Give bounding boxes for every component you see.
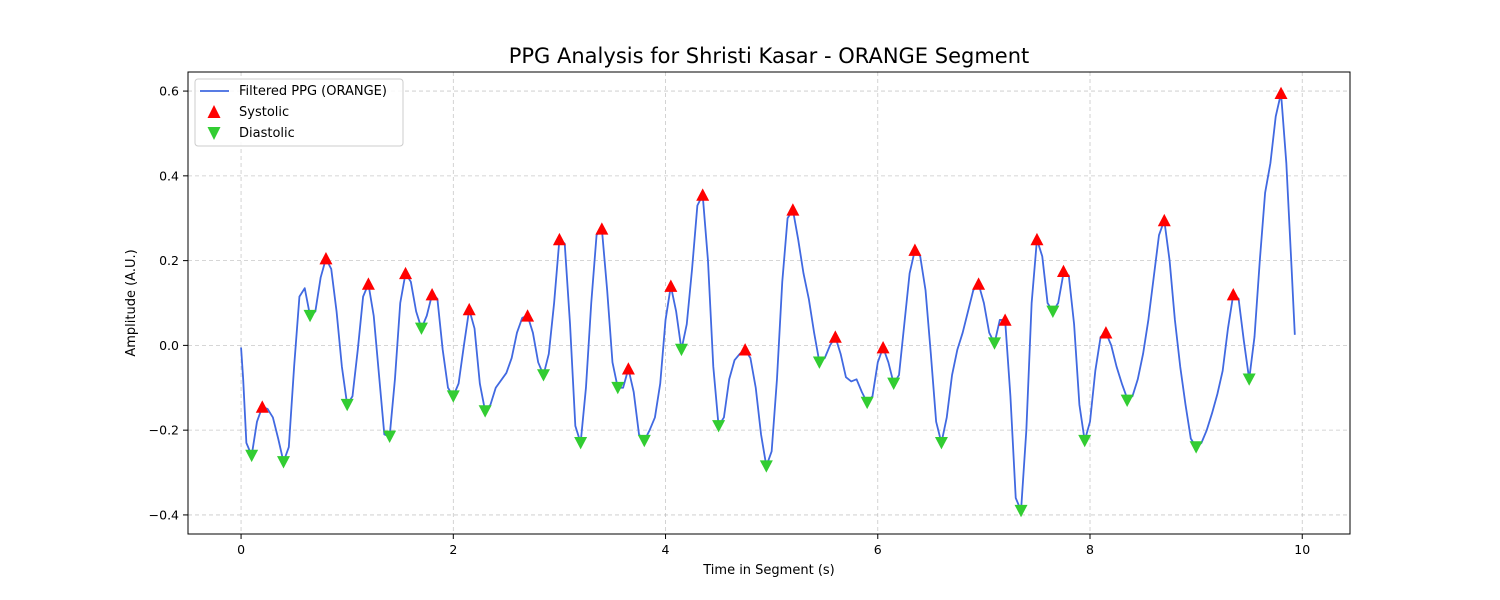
ppg-signal-line — [240, 92, 1296, 512]
diastolic-marker — [812, 356, 826, 369]
systolic-marker — [399, 266, 413, 280]
systolic-marker — [552, 232, 566, 246]
systolic-marker — [319, 251, 333, 265]
y-axis-label: Amplitude (A.U.) — [124, 249, 139, 356]
x-tick-label: 10 — [1294, 542, 1310, 557]
chart-title: PPG Analysis for Shristi Kasar - ORANGE … — [509, 44, 1030, 68]
systolic-marker — [876, 341, 890, 354]
legend-label-diastolic: Diastolic — [239, 126, 295, 141]
diastolic-marker — [1046, 305, 1060, 318]
diastolic-marker — [245, 449, 259, 463]
x-tick-label: 6 — [874, 542, 882, 557]
legend-diastolic-marker — [207, 127, 221, 140]
y-tick-label: 0.2 — [159, 253, 179, 268]
diastolic-marker — [574, 437, 588, 450]
diastolic-marker — [1014, 504, 1028, 518]
y-tick-label: 0.4 — [159, 168, 179, 183]
legend-label-systolic: Systolic — [239, 105, 289, 120]
systolic-marker — [696, 188, 710, 201]
y-tick-label: 0.6 — [159, 84, 179, 99]
systolic-marker — [521, 309, 535, 322]
diastolic-marker — [637, 434, 651, 448]
systolic-marker — [786, 203, 800, 216]
diastolic-marker — [340, 398, 354, 412]
y-tick-label: 0.0 — [159, 338, 179, 353]
systolic-marker — [1099, 326, 1113, 339]
systolic-marker — [1056, 264, 1070, 278]
systolic-marker — [1030, 232, 1044, 246]
x-tick-label: 8 — [1086, 542, 1094, 557]
systolic-marker — [664, 279, 678, 292]
series-layer — [240, 86, 1296, 518]
grid — [188, 72, 1350, 534]
x-axis: 0 2 4 6 8 10 — [237, 534, 1310, 557]
diastolic-marker — [674, 343, 688, 357]
diastolic-marker — [887, 377, 901, 391]
systolic-marker — [462, 302, 476, 316]
diastolic-marker — [446, 390, 460, 403]
diastolic-marker — [988, 337, 1002, 350]
systolic-marker — [828, 330, 842, 343]
x-tick-label: 2 — [449, 542, 457, 557]
diastolic-marker — [1120, 394, 1134, 407]
diastolic-marker — [383, 430, 397, 444]
diastolic-marker — [1242, 373, 1256, 386]
x-tick-label: 4 — [662, 542, 670, 557]
legend-label-ppg: Filtered PPG (ORANGE) — [239, 84, 387, 99]
systolic-marker — [621, 362, 635, 375]
systolic-marker — [738, 343, 752, 356]
diastolic-marker — [303, 309, 317, 323]
systolic-marker — [425, 288, 439, 301]
x-tick-label: 0 — [237, 542, 245, 557]
x-axis-label: Time in Segment (s) — [702, 563, 834, 578]
diastolic-marker — [611, 381, 625, 395]
systolic-marker — [595, 222, 609, 235]
diastolic-marker — [712, 420, 726, 433]
diastolic-marker — [536, 369, 550, 382]
diastolic-marker — [934, 437, 948, 450]
systolic-marker — [1157, 213, 1171, 227]
systolic-marker — [998, 313, 1012, 326]
systolic-marker — [972, 277, 986, 290]
legend-systolic-marker — [207, 105, 221, 118]
plot-frame — [187, 71, 1351, 535]
systolic-marker — [361, 277, 375, 290]
systolic-marker — [908, 243, 922, 256]
y-tick-label: −0.4 — [149, 507, 179, 522]
diastolic-marker — [860, 396, 874, 410]
legend-box — [194, 78, 404, 147]
diastolic-marker — [277, 456, 291, 469]
plot-area — [187, 71, 1351, 535]
systolic-marker — [1226, 288, 1240, 301]
legend: Filtered PPG (ORANGE) Systolic Diastolic — [194, 78, 404, 147]
diastolic-marker — [478, 405, 492, 418]
systolic-marker — [1274, 86, 1288, 100]
diastolic-marker — [414, 322, 428, 335]
diastolic-marker — [1189, 441, 1203, 454]
diastolic-marker — [759, 460, 773, 473]
y-tick-label: −0.2 — [149, 423, 179, 438]
y-axis: −0.4 −0.2 0.0 0.2 0.4 0.6 — [149, 84, 188, 522]
systolic-marker — [255, 400, 269, 413]
diastolic-marker — [1078, 434, 1092, 448]
